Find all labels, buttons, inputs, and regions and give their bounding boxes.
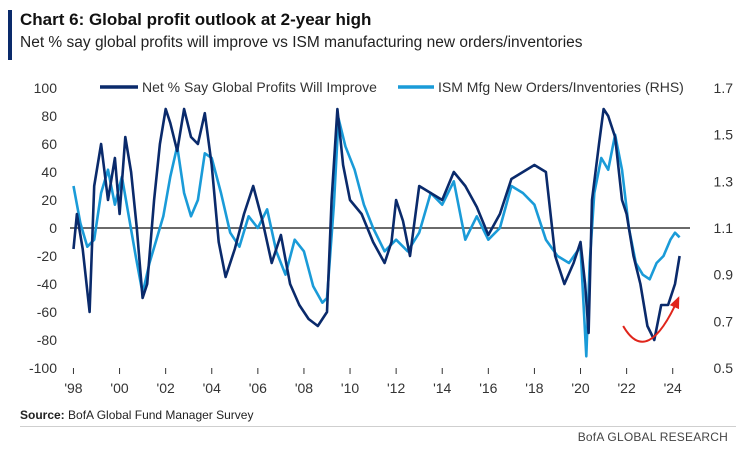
y-tick-left: 0 (49, 220, 57, 236)
y-tick-left: 60 (41, 136, 57, 152)
y-tick-left: -100 (29, 360, 57, 376)
y-tick-left: -80 (37, 332, 57, 348)
y-tick-right: 1.7 (714, 80, 734, 96)
legend: Net % Say Global Profits Will Improve IS… (100, 79, 684, 95)
x-tick-label: '24 (664, 380, 682, 396)
x-tick-label: '22 (617, 380, 635, 396)
right-y-axis: 1.7 1.5 1.3 1.1 0.9 0.7 0.5 (714, 80, 734, 376)
chart-title: Chart 6: Global profit outlook at 2-year… (20, 10, 372, 29)
x-tick-label: '08 (295, 380, 313, 396)
source-label: Source: (20, 408, 65, 422)
x-tick-label: '06 (249, 380, 267, 396)
x-tick-label: '98 (64, 380, 82, 396)
series-line-profits (72, 107, 681, 342)
legend-label-profits: Net % Say Global Profits Will Improve (142, 79, 377, 95)
y-tick-right: 0.7 (714, 313, 734, 329)
recovery-arrow (622, 297, 680, 343)
x-tick-label: '20 (571, 380, 589, 396)
y-tick-right: 1.3 (714, 173, 734, 189)
recovery-arrow-head (669, 296, 680, 310)
chart-subtitle: Net % say global profits will improve vs… (20, 34, 583, 51)
x-axis: '98 '00 '02 '04 '06 '08 '10 '12 '14 '16 '18 '20 '22 '… (64, 368, 682, 396)
source-note: Source: BofA Global Fund Manager Survey (20, 408, 253, 422)
y-tick-left: 20 (41, 192, 57, 208)
title-accent-bar (8, 10, 12, 60)
x-tick-label: '14 (433, 380, 451, 396)
x-tick-label: '16 (479, 380, 497, 396)
y-tick-left: -60 (37, 304, 57, 320)
left-y-axis: 100 80 60 40 20 0 -20 -40 -60 -80 -100 (29, 80, 57, 376)
y-tick-right: 0.9 (714, 267, 734, 283)
x-tick-label: '10 (341, 380, 359, 396)
source-text: BofA Global Fund Manager Survey (68, 408, 254, 422)
y-tick-left: 40 (41, 164, 57, 180)
footer-divider (20, 426, 736, 427)
y-tick-left: 100 (34, 80, 58, 96)
y-tick-left: 80 (41, 108, 57, 124)
x-tick-label: '12 (387, 380, 405, 396)
x-tick-label: '00 (110, 380, 128, 396)
chart-canvas: Net % Say Global Profits Will Improve IS… (29, 79, 734, 396)
x-tick-label: '18 (525, 380, 543, 396)
y-tick-left: -20 (37, 248, 57, 264)
series-line-ism (72, 117, 681, 358)
x-tick-label: '04 (203, 380, 221, 396)
y-tick-right: 0.5 (714, 360, 734, 376)
x-tick-label: '02 (157, 380, 175, 396)
y-tick-left: -40 (37, 276, 57, 292)
y-tick-right: 1.1 (714, 220, 734, 236)
y-tick-right: 1.5 (714, 127, 734, 143)
research-credit: BofA GLOBAL RESEARCH (577, 430, 728, 444)
legend-label-ism: ISM Mfg New Orders/Inventories (RHS) (438, 79, 684, 95)
